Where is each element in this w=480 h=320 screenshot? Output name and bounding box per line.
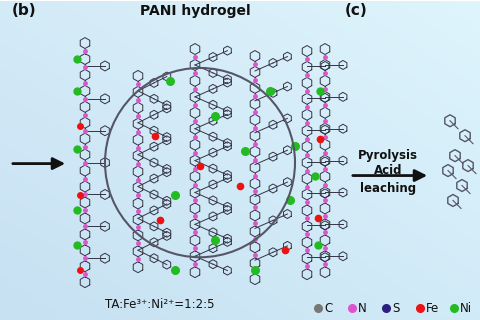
Text: Ni: Ni (460, 301, 472, 315)
Text: S: S (392, 301, 399, 315)
Text: (c): (c) (345, 3, 368, 18)
Text: Fe: Fe (426, 301, 439, 315)
Text: Acid: Acid (374, 164, 402, 177)
Text: Pyrolysis: Pyrolysis (358, 149, 418, 162)
Text: TA:Fe³⁺:Ni²⁺=1:2:5: TA:Fe³⁺:Ni²⁺=1:2:5 (105, 298, 215, 311)
Text: PANI hydrogel: PANI hydrogel (140, 4, 250, 18)
Text: (b): (b) (12, 3, 36, 18)
Text: leaching: leaching (360, 182, 416, 195)
Text: C: C (324, 301, 332, 315)
Text: N: N (358, 301, 367, 315)
